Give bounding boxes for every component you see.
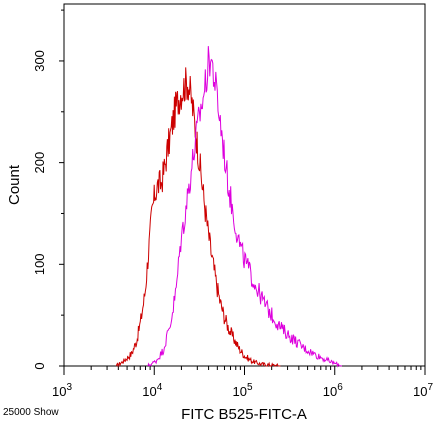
x-tick-base: 10: [323, 384, 337, 399]
x-tick-base: 10: [232, 384, 246, 399]
y-tick-label: 300: [32, 50, 47, 72]
y-axis: 0 100 200 300: [32, 9, 64, 370]
corner-note: 25000 Show: [3, 407, 59, 418]
x-tick-exponent: 5: [247, 382, 253, 393]
x-tick-base: 10: [52, 384, 66, 399]
plot-frame: [63, 3, 426, 367]
y-tick-label: 200: [32, 152, 47, 174]
x-axis: 103 104 105 106 107: [52, 366, 433, 399]
y-tick-label: 0: [32, 362, 47, 369]
series-layer: [115, 46, 342, 368]
x-tick-exponent: 7: [427, 382, 433, 393]
x-tick-exponent: 4: [157, 382, 163, 393]
histogram-series-1: [115, 67, 281, 368]
x-tick-exponent: 3: [66, 382, 72, 393]
x-tick-exponent: 6: [337, 382, 343, 393]
x-tick-label: 106: [323, 382, 343, 399]
x-axis-title: FITC B525-FITC-A: [181, 406, 307, 423]
x-tick-base: 10: [413, 384, 427, 399]
y-axis-title: Count: [6, 164, 23, 205]
x-tick-label: 105: [232, 382, 252, 399]
x-tick-label: 104: [142, 382, 162, 399]
y-tick-label: 100: [32, 253, 47, 275]
x-tick-base: 10: [142, 384, 156, 399]
x-tick-label: 103: [52, 382, 72, 399]
histogram-series-2: [147, 46, 342, 368]
x-tick-label: 107: [413, 382, 433, 399]
